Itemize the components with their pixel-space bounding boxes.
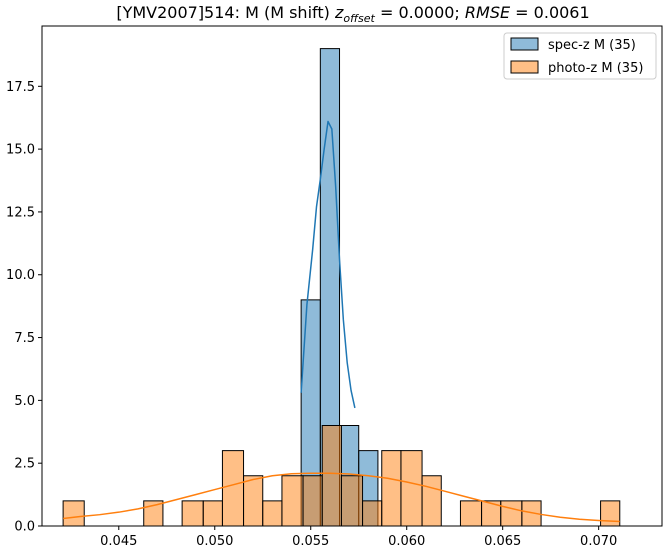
x-tick-label: 0.070 xyxy=(580,534,617,549)
histogram-bar xyxy=(221,450,245,527)
legend-swatch-photo-z xyxy=(510,60,539,74)
x-tick-label: 0.060 xyxy=(388,534,425,549)
title-z-symbol: z xyxy=(334,3,344,22)
histogram-bar xyxy=(202,500,223,527)
kde-curve-series-0 xyxy=(300,120,356,409)
histogram-bar xyxy=(421,475,442,527)
plot-frame xyxy=(41,25,663,527)
kde-layer xyxy=(63,120,620,523)
y-tick-label: 5.0 xyxy=(14,394,35,409)
histogram-bar xyxy=(340,475,364,527)
legend: spec-z M (35) photo-z M (35) xyxy=(503,32,657,80)
x-tick-label: 0.045 xyxy=(100,534,137,549)
title-prefix: [YMV2007]514: M (M shift) xyxy=(116,3,335,22)
y-tick-label: 0.0 xyxy=(14,520,35,535)
histogram-bar xyxy=(500,500,523,527)
y-tick-label: 12.5 xyxy=(6,205,35,220)
histogram-bar xyxy=(302,475,323,527)
histogram-bar xyxy=(362,500,383,527)
y-tick-label: 10.0 xyxy=(6,268,35,283)
histogram-bar xyxy=(181,500,204,527)
x-tick-label: 0.050 xyxy=(196,534,233,549)
title-z-subscript: offset xyxy=(343,12,375,25)
legend-label-spec-z: spec-z M (35) xyxy=(548,38,636,53)
x-tick-label: 0.065 xyxy=(484,534,521,549)
legend-swatch-spec-z xyxy=(510,37,539,51)
histogram-bar xyxy=(321,425,342,527)
legend-label-photo-z: photo-z M (35) xyxy=(548,61,643,76)
axes-layer: 0.045 0.050 0.055 0.060 0.065 0.070 0.0 2.5 5.0 7… xyxy=(6,80,617,549)
chart-title: [YMV2007]514: M (M shift) zoffset = 0.00… xyxy=(116,3,589,25)
y-tick-label: 17.5 xyxy=(6,80,35,95)
y-tick-label: 7.5 xyxy=(14,331,35,346)
kde-curve-series-1 xyxy=(63,472,620,523)
histogram-bar xyxy=(400,450,423,527)
legend-frame xyxy=(503,32,657,80)
x-tick-label: 0.055 xyxy=(292,534,329,549)
title-rmse-symbol: RMSE xyxy=(465,3,511,22)
bars-layer xyxy=(62,48,621,527)
histogram-bar xyxy=(600,500,621,527)
histogram-bar xyxy=(381,450,402,527)
histogram-bar xyxy=(281,475,304,527)
histogram-bar xyxy=(243,475,264,527)
histogram-bar xyxy=(459,500,483,527)
y-tick-label: 2.5 xyxy=(14,457,35,472)
histogram-bar xyxy=(62,500,85,527)
y-tick-label: 15.0 xyxy=(6,143,35,158)
series-1-bars xyxy=(62,425,621,527)
title-rmse-value: = 0.0061 xyxy=(510,3,590,22)
title-z-value: = 0.0000; xyxy=(375,3,465,22)
histogram-bar xyxy=(262,500,283,527)
